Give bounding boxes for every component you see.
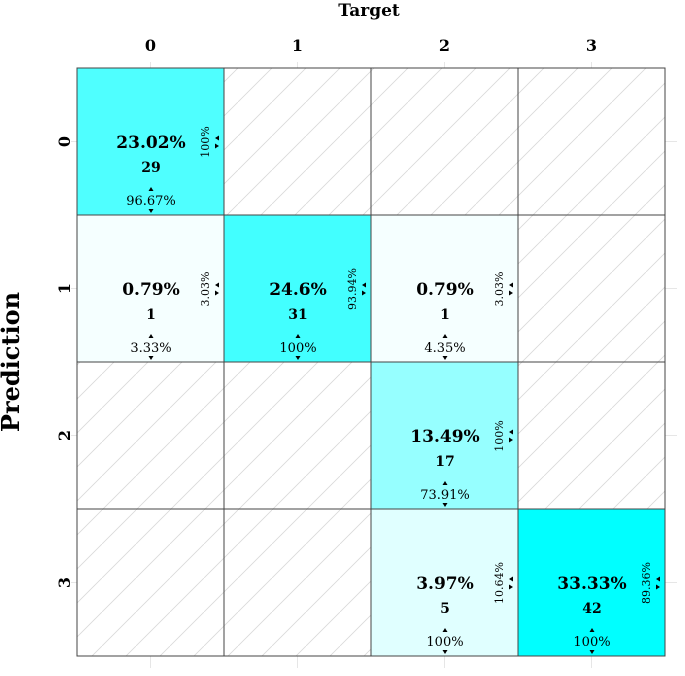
row-percent-arrow-right (509, 584, 513, 590)
cell-count: 5 (440, 601, 450, 617)
row-percent-arrow-left (509, 282, 513, 288)
row-percent: 93.94% (346, 268, 359, 310)
column-percent-arrow-up (442, 628, 448, 632)
row-percent-arrow-right (215, 290, 219, 296)
column-percent-arrow-down (295, 356, 301, 360)
axis-labels: Target Prediction 0 1 2 3 0 1 2 3 (0, 1, 597, 588)
empty-cell-hatch (224, 68, 371, 215)
row-percent: 3.03% (493, 272, 506, 307)
row-percent-arrow-left (215, 282, 219, 288)
row-percent-arrow-left (215, 135, 219, 141)
row-percent: 89.36% (640, 562, 653, 604)
column-percent-arrow-down (148, 209, 154, 213)
x-tick-label: 3 (586, 36, 597, 55)
row-percent: 100% (199, 126, 212, 157)
column-percent: 100% (573, 635, 610, 650)
empty-cell-hatch (518, 68, 665, 215)
x-tick-label: 0 (145, 36, 156, 55)
column-percent-arrow-down (442, 356, 448, 360)
y-tick-label: 2 (55, 430, 74, 441)
cell-count: 31 (288, 307, 307, 323)
column-percent: 96.67% (126, 194, 176, 209)
column-percent: 73.91% (420, 488, 470, 503)
empty-cell-hatch (224, 509, 371, 656)
row-percent-arrow-left (509, 576, 513, 582)
cell-percent: 3.97% (416, 574, 474, 594)
column-percent-arrow-down (589, 650, 595, 654)
row-percent-arrow-left (509, 429, 513, 435)
column-percent-arrow-up (589, 628, 595, 632)
column-percent-arrow-up (148, 334, 154, 338)
row-percent: 3.03% (199, 272, 212, 307)
empty-cell-hatch (518, 215, 665, 362)
row-percent-arrow-right (362, 290, 366, 296)
cell-count: 1 (440, 307, 450, 323)
cell-percent: 23.02% (116, 133, 185, 153)
column-percent-arrow-up (295, 334, 301, 338)
row-percent: 100% (493, 420, 506, 451)
row-percent-arrow-right (656, 584, 660, 590)
row-percent-arrow-right (509, 437, 513, 443)
empty-cell-hatch (77, 509, 224, 656)
column-percent-arrow-up (442, 481, 448, 485)
y-tick-label: 3 (55, 577, 74, 588)
row-percent: 10.64% (493, 562, 506, 604)
x-tick-label: 1 (292, 36, 303, 55)
empty-cell-hatch (224, 362, 371, 509)
column-percent-arrow-down (148, 356, 154, 360)
empty-cell-hatch (518, 362, 665, 509)
cell-count: 42 (582, 601, 601, 617)
x-axis-title: Target (338, 1, 400, 21)
column-percent: 100% (426, 635, 463, 650)
column-percent-arrow-up (148, 187, 154, 191)
column-percent-arrow-down (442, 503, 448, 507)
cell-count: 1 (146, 307, 156, 323)
cell-percent: 0.79% (122, 280, 180, 300)
row-percent-arrow-right (215, 143, 219, 149)
column-percent: 100% (279, 341, 316, 356)
column-percent-arrow-up (442, 334, 448, 338)
column-percent: 3.33% (130, 341, 171, 356)
cell-percent: 0.79% (416, 280, 474, 300)
matrix-cells: 23.02% 29 96.67% 100% 0.79% 1 3.33% 3.03% 24.6% 3… (76, 67, 666, 657)
cell-count: 17 (435, 454, 454, 470)
empty-cell-hatch (77, 362, 224, 509)
column-percent-arrow-down (442, 650, 448, 654)
row-percent-arrow-left (362, 282, 366, 288)
cell-count: 29 (141, 160, 160, 176)
cell-border (517, 508, 666, 657)
x-tick-label: 2 (439, 36, 450, 55)
cell-percent: 24.6% (269, 280, 327, 300)
y-tick-label: 0 (55, 136, 74, 147)
row-percent-arrow-left (656, 576, 660, 582)
empty-cell-hatch (371, 68, 518, 215)
y-axis-title: Prediction (0, 292, 25, 432)
row-percent-arrow-right (509, 290, 513, 296)
column-percent: 4.35% (424, 341, 465, 356)
cell-percent: 13.49% (410, 427, 479, 447)
cell-percent: 33.33% (557, 574, 626, 594)
y-tick-label: 1 (55, 283, 74, 294)
